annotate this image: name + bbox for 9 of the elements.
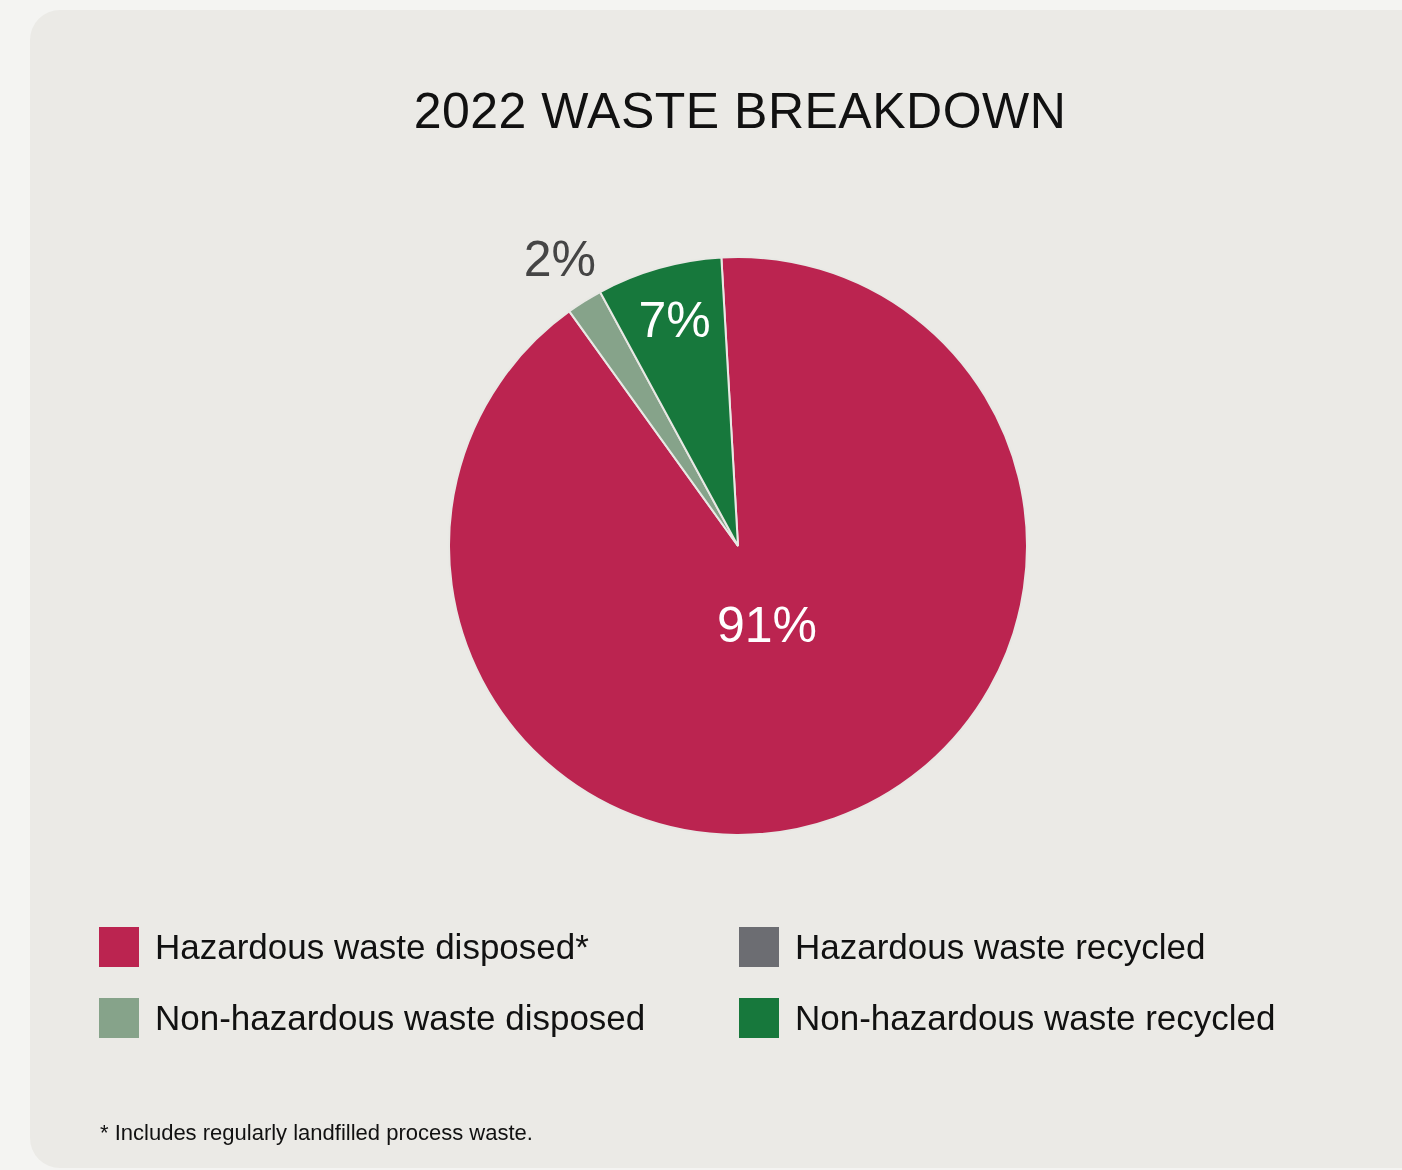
legend-label: Non-hazardous waste recycled [795,997,1276,1038]
data-label: 91% [716,596,817,653]
data-label: 2% [523,230,596,287]
legend-label: Non-hazardous waste disposed [155,997,646,1038]
chart-title: 2022 WASTE BREAKDOWN [412,82,1068,141]
data-label: 7% [638,292,711,349]
legend-label: Hazardous waste recycled [795,926,1206,967]
text: * Includes regularly landfilled process waste. [100,1119,533,1147]
legend-label: Hazardous waste disposed* [155,926,589,967]
